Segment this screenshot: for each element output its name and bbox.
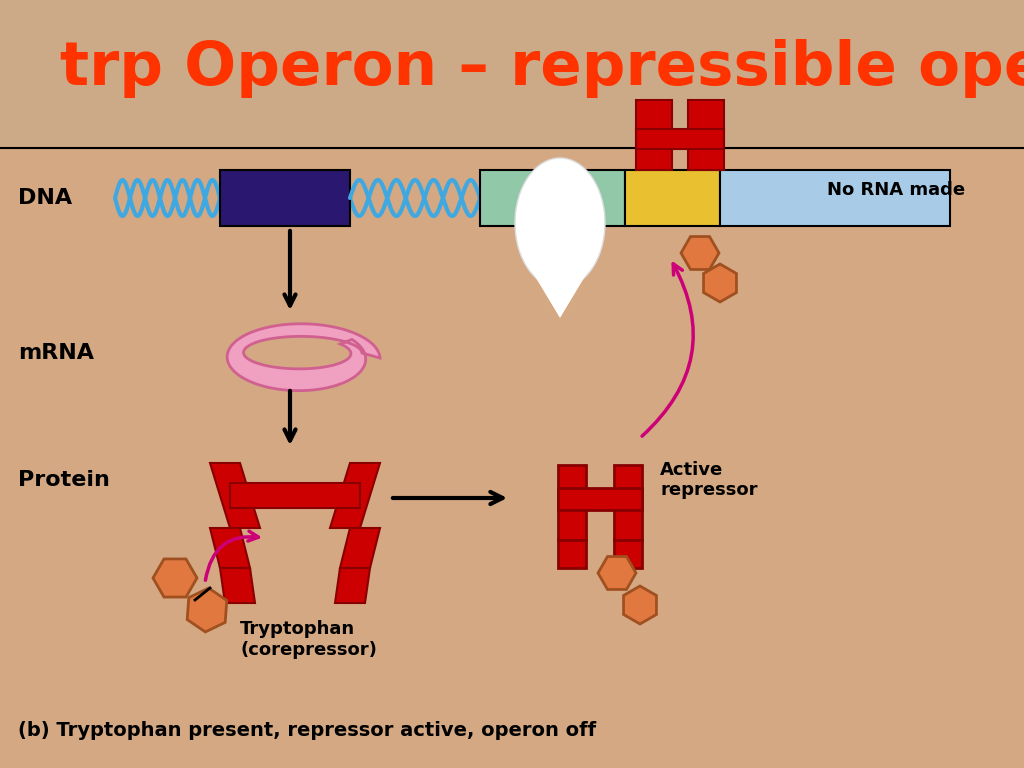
Bar xyxy=(558,465,586,540)
Bar xyxy=(625,170,720,226)
Bar xyxy=(0,0,1024,148)
Text: DNA: DNA xyxy=(18,188,72,208)
Bar xyxy=(636,100,672,170)
Ellipse shape xyxy=(515,158,605,288)
Bar xyxy=(636,128,724,148)
Polygon shape xyxy=(598,557,636,590)
Bar xyxy=(220,170,350,226)
Text: Active
repressor: Active repressor xyxy=(660,461,758,499)
Polygon shape xyxy=(210,528,250,568)
Bar xyxy=(688,100,724,170)
Polygon shape xyxy=(703,264,736,302)
Polygon shape xyxy=(153,559,197,597)
Text: Protein: Protein xyxy=(18,470,110,490)
Bar xyxy=(480,170,625,226)
Polygon shape xyxy=(210,463,260,528)
Bar xyxy=(558,488,642,510)
Text: trp Operon – repressible operon: trp Operon – repressible operon xyxy=(60,38,1024,98)
Bar xyxy=(230,483,360,508)
Bar xyxy=(558,540,586,568)
Polygon shape xyxy=(187,588,227,632)
Polygon shape xyxy=(335,568,370,603)
Polygon shape xyxy=(340,528,380,568)
Polygon shape xyxy=(624,586,656,624)
Bar xyxy=(614,540,642,568)
Text: (b) Tryptophan present, repressor active, operon off: (b) Tryptophan present, repressor active… xyxy=(18,721,596,740)
Polygon shape xyxy=(530,268,590,318)
Polygon shape xyxy=(227,324,380,391)
Polygon shape xyxy=(220,568,255,603)
Bar xyxy=(614,465,642,540)
Bar xyxy=(0,0,1024,148)
Polygon shape xyxy=(330,463,380,528)
Bar xyxy=(720,170,950,226)
Text: No RNA made: No RNA made xyxy=(826,181,965,199)
Text: Tryptophan
(corepressor): Tryptophan (corepressor) xyxy=(240,620,377,659)
Text: mRNA: mRNA xyxy=(18,343,94,363)
Polygon shape xyxy=(681,237,719,270)
